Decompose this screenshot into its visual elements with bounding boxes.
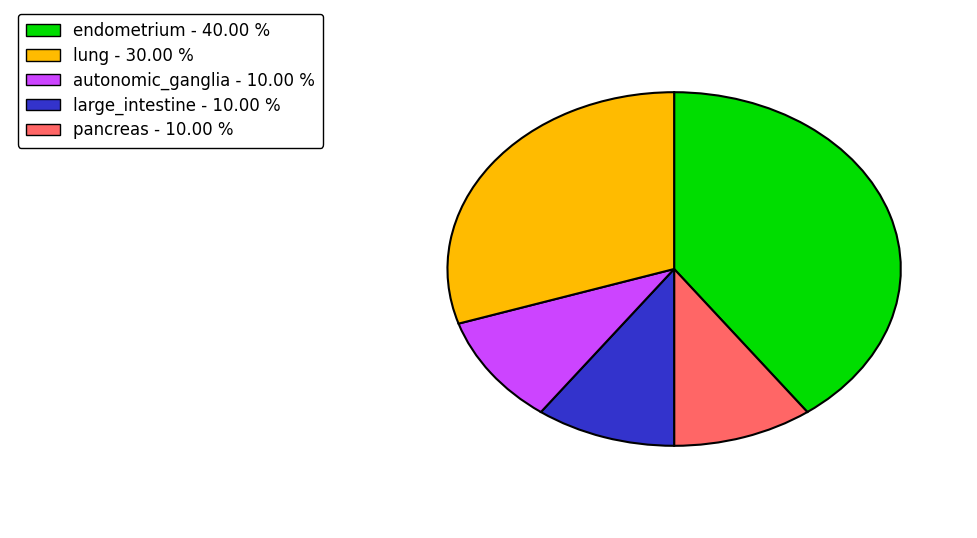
Wedge shape [674, 269, 807, 446]
Wedge shape [674, 92, 901, 412]
Wedge shape [447, 92, 674, 324]
Wedge shape [541, 269, 674, 446]
Wedge shape [458, 269, 674, 412]
Legend: endometrium - 40.00 %, lung - 30.00 %, autonomic_ganglia - 10.00 %, large_intest: endometrium - 40.00 %, lung - 30.00 %, a… [19, 13, 323, 147]
